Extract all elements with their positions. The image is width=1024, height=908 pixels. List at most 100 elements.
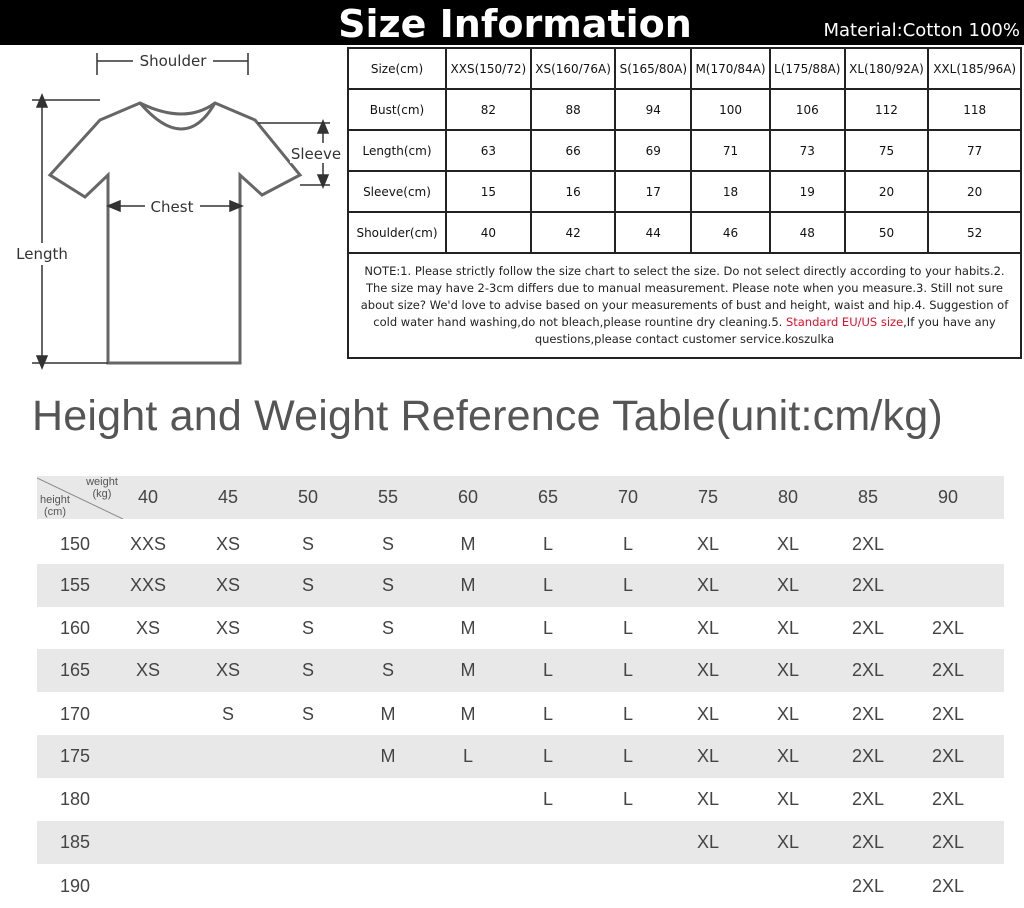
size-value: L (542, 704, 553, 724)
hw-row: 190 2XL 2XL (37, 865, 1004, 908)
size-value: L (622, 618, 633, 638)
size-table-row: Size(cm) XXS(150/72) XS(160/76A) S(165/80A)… (347, 47, 1022, 90)
hw-row: 165 XS XS S S M L L XL XL 2XL 2XL (37, 649, 1004, 692)
size-value: L (542, 575, 553, 595)
cell: 73 (768, 129, 846, 172)
height-value: 180 (59, 789, 91, 809)
cell: L(175/88A) (768, 47, 846, 90)
size-value: S (381, 534, 394, 554)
size-value: XL (696, 832, 720, 852)
cell: 19 (768, 170, 846, 213)
size-value: M (460, 534, 476, 554)
size-value: 2XL (931, 660, 965, 680)
height-value: 165 (59, 660, 91, 680)
size-value: 2XL (851, 876, 885, 896)
size-value (108, 865, 188, 908)
size-value (748, 865, 828, 908)
hw-header-row: weight (kg) height (cm) 40 45 50 55 60 65 70 75 80… (37, 476, 1004, 519)
size-value: L (542, 618, 553, 638)
cell: 100 (690, 88, 771, 131)
size-value: S (301, 704, 314, 724)
cell: 48 (768, 211, 846, 254)
cell: 77 (927, 129, 1022, 172)
size-value: XL (776, 618, 800, 638)
size-value: S (381, 618, 394, 638)
size-value: 2XL (851, 704, 885, 724)
size-table-row: Bust(cm) 82 88 94 100 106 112 118 (347, 88, 1022, 131)
size-table-row: Sleeve(cm) 15 16 17 18 19 20 20 (347, 170, 1022, 213)
cell: 63 (445, 129, 532, 172)
size-value (188, 865, 268, 908)
size-value: 2XL (851, 534, 885, 554)
size-value (508, 821, 588, 864)
cell: 42 (529, 211, 617, 254)
size-value: L (622, 746, 633, 766)
size-table: Size(cm) XXS(150/72) XS(160/76A) S(165/80A)… (347, 47, 1022, 359)
size-value (108, 693, 188, 736)
size-value (428, 821, 508, 864)
weight-header: 90 (937, 487, 959, 507)
cell: 18 (690, 170, 771, 213)
cell: 94 (614, 88, 693, 131)
size-value: 2XL (851, 832, 885, 852)
note-row: NOTE:1. Please strictly follow the size … (347, 252, 1022, 359)
size-value: XS (215, 534, 240, 554)
hw-row: 155 XXS XS S S M L L XL XL 2XL (37, 564, 1004, 607)
sleeve-label: Sleeve (291, 145, 341, 163)
size-value: S (301, 575, 314, 595)
size-value: XL (696, 575, 720, 595)
cell: 52 (927, 211, 1022, 254)
weight-header: 75 (697, 487, 719, 507)
size-value: S (221, 704, 234, 724)
size-value: XL (776, 534, 800, 554)
cell: S(165/80A) (614, 47, 693, 90)
size-value: 2XL (931, 746, 965, 766)
height-value: 155 (59, 575, 91, 595)
corner-weight-label: weight (kg) (86, 476, 118, 500)
height-value: 175 (59, 746, 91, 766)
hw-row: 150 XXS XS S S M L L XL XL 2XL (37, 523, 1004, 566)
size-value: M (380, 746, 396, 766)
size-value: XXS (129, 534, 167, 554)
size-value: XL (776, 832, 800, 852)
size-value: L (622, 789, 633, 809)
row-label: Bust(cm) (347, 88, 447, 131)
size-value: 2XL (851, 789, 885, 809)
size-value: L (542, 534, 553, 554)
size-value: M (380, 704, 396, 724)
size-table-row: Shoulder(cm) 40 42 44 46 48 50 52 (347, 211, 1022, 254)
row-label: Length(cm) (347, 129, 447, 172)
cell: 16 (529, 170, 617, 213)
length-label: Length (16, 245, 68, 263)
size-value: M (460, 704, 476, 724)
cell: 20 (927, 170, 1022, 213)
size-value: S (381, 575, 394, 595)
size-value (428, 865, 508, 908)
chest-label: Chest (151, 198, 194, 216)
size-value (268, 778, 348, 821)
height-value: 190 (59, 876, 91, 896)
weight-header: 55 (377, 487, 399, 507)
weight-header: 50 (297, 487, 319, 507)
size-value: S (301, 534, 314, 554)
hw-table-title: Height and Weight Reference Table(unit:c… (32, 392, 943, 440)
size-value: M (460, 618, 476, 638)
height-value: 160 (59, 618, 91, 638)
weight-header: 40 (137, 487, 159, 507)
cell: 118 (927, 88, 1022, 131)
size-value (108, 778, 188, 821)
note-text-end: ,If you have any questions,please contac… (534, 315, 996, 346)
size-value: XL (776, 746, 800, 766)
header-bar: Size Information Material:Cotton 100% (0, 0, 1024, 46)
cell: 20 (843, 170, 930, 213)
size-value: L (622, 575, 633, 595)
weight-header: 80 (777, 487, 799, 507)
size-value: 2XL (851, 618, 885, 638)
cell: 82 (445, 88, 532, 131)
tshirt-diagram: Shoulder Sleeve Chest Length (12, 51, 342, 370)
size-value: 2XL (931, 618, 965, 638)
size-value (268, 821, 348, 864)
cell: XXS(150/72) (445, 47, 532, 90)
size-value: XS (215, 660, 240, 680)
size-value (428, 778, 508, 821)
